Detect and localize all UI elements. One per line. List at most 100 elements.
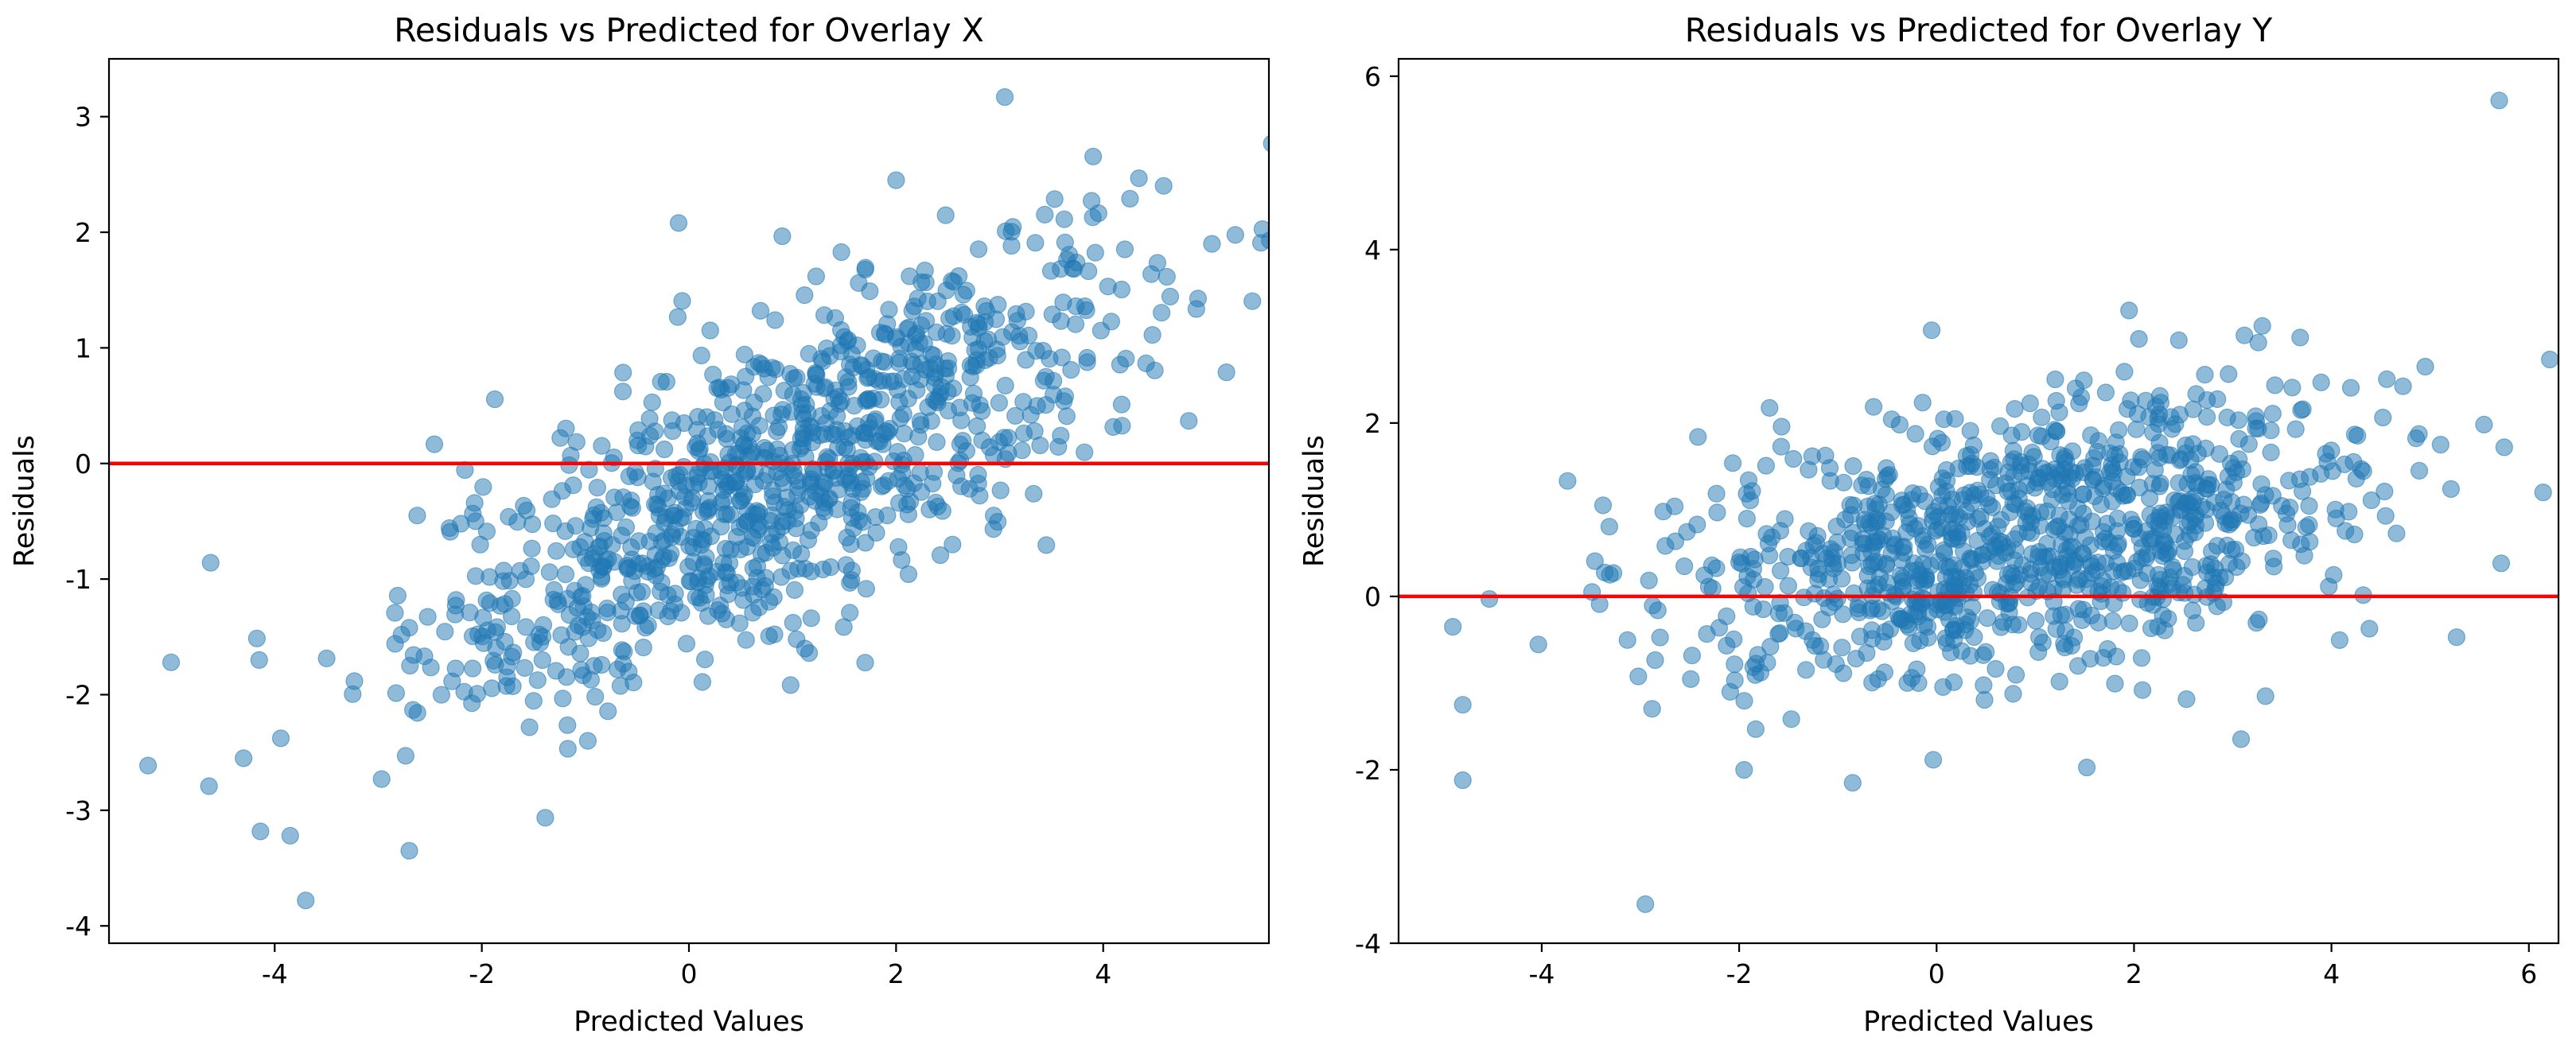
scatter-point [2114,584,2132,602]
scatter-point [1253,220,1269,239]
scatter-point [1064,259,1082,278]
scatter-point [2175,584,2193,602]
scatter-point [1787,620,1805,638]
scatter-point [1187,300,1205,318]
chart-title: Residuals vs Predicted for Overlay Y [1685,11,2274,49]
scatter-point [2050,403,2068,422]
scatter-point [800,488,819,506]
scatter-point [1025,484,1043,503]
scatter-point [1975,676,1993,694]
scatter-point [317,649,336,668]
scatter-point [477,591,496,610]
scatter-point [2016,502,2034,521]
scatter-point [2063,469,2081,488]
scatter-point [564,476,582,495]
scatter-point [735,345,754,363]
scatter-point [2065,628,2084,647]
scatter-point [1779,577,1797,595]
scatter-point [2115,363,2134,381]
scatter-point [744,559,762,577]
scatter-point [1863,674,1881,692]
scatter-point [716,539,735,558]
y-tick-label: -1 [65,564,91,595]
scatter-point [2264,550,2282,568]
scatter-point [964,384,983,402]
scatter-point [2281,498,2299,517]
scatter-point [839,428,858,447]
y-tick-label: 2 [1364,408,1381,439]
scatter-point [861,282,879,301]
scatter-point [1480,589,1499,608]
scatter-point [2039,473,2057,491]
scatter-point [1388,288,1405,305]
x-tick-label: 4 [2323,958,2340,989]
scatter-point [680,572,698,591]
scatter-point [1955,486,1974,504]
scatter-point [2089,432,2107,450]
scatter-point [943,327,961,345]
scatter-point [1897,612,1915,630]
scatter-point [952,303,971,321]
scatter-point [755,359,773,378]
scatter-point [2252,475,2271,493]
scatter-point [765,625,784,643]
scatter-point [781,676,800,694]
scatter-point [702,527,720,546]
scatter-point [880,301,898,319]
x-tick-label: -2 [1726,958,1753,989]
scatter-point [784,386,803,404]
y-tick-label: 6 [1364,61,1381,92]
scatter-point [1846,649,1866,668]
scatter-point [911,412,929,430]
scatter-point [2166,415,2185,433]
scatter-point [1014,424,1033,442]
scatter-point [425,435,444,453]
scatter-point [936,206,955,224]
scatter-point [386,604,404,622]
scatter-point [2130,330,2148,348]
scatter-point [757,569,775,587]
scatter-point [1935,410,1953,429]
scatter-point [498,668,516,686]
scatter-point [889,442,907,461]
scatter-point [1590,595,1609,613]
scatter-point [954,286,973,304]
scatter-point [2004,685,2022,703]
scatter-point [2018,523,2037,542]
scatter-point [634,602,652,620]
scatter-point [750,417,769,435]
scatter-point [1703,579,1722,598]
scatter-point [933,502,951,520]
scatter-point [2220,365,2238,383]
scatter-point [1453,696,1472,714]
scatter-point [594,624,613,643]
scatter-point [2290,470,2309,488]
scatter-point [2326,500,2344,519]
scatter-point [2101,463,2119,481]
scatter-point [671,465,689,484]
scatter-point [2256,687,2274,705]
scatter-point [620,662,638,681]
scatter-point [1707,559,1726,577]
scatter-point [139,756,158,775]
scatter-point [622,538,640,557]
scatter-point [1002,323,1021,341]
scatter-point [701,321,719,340]
scatter-point [1317,328,1334,345]
scatter-point [2534,483,2552,502]
scatter-point [649,499,667,517]
scatter-point [626,463,644,481]
scatter-point [1744,597,1762,616]
scatter-point [1757,457,1775,475]
scatter-point [461,603,479,622]
scatter-point [2335,455,2354,474]
scatter-point [765,588,783,606]
scatter-point [1654,503,1672,521]
scatter-point [924,474,942,493]
scatter-point [481,568,499,586]
scatter-point [796,639,814,658]
scatter-point [799,404,817,422]
scatter-point [1835,473,1853,491]
scatter-point [1529,635,1547,654]
scatter-point [2096,383,2115,402]
